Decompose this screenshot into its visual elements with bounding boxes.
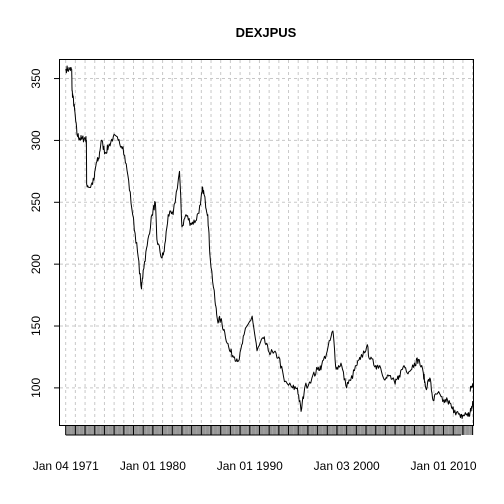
y-tick-label: 300 — [29, 130, 43, 150]
y-tick-label: 350 — [29, 68, 43, 88]
series-layer — [65, 65, 474, 420]
series-line-1 — [65, 65, 474, 420]
y-tick-label: 100 — [29, 378, 43, 398]
x-axis: Jan 04 1971 Jan 01 1980 Jan 01 1990 Jan 03 … — [33, 425, 477, 473]
y-axis: 100 150 200 250 300 350 — [29, 68, 60, 398]
gridlines — [60, 60, 474, 425]
y-tick-label: 250 — [29, 192, 43, 212]
x-tick-label: Jan 01 2010 — [411, 459, 477, 473]
chart-title: DEXJPUS — [236, 25, 297, 40]
y-tick-label: 200 — [29, 254, 43, 274]
y-tick-label: 150 — [29, 316, 43, 336]
x-tick-label: Jan 03 2000 — [314, 459, 380, 473]
x-tick-label: Jan 01 1990 — [217, 459, 283, 473]
plot-box — [59, 59, 474, 426]
x-tick-label: Jan 01 1980 — [120, 459, 186, 473]
series-line-2 — [469, 382, 474, 392]
x-tick-label: Jan 04 1971 — [33, 459, 99, 473]
